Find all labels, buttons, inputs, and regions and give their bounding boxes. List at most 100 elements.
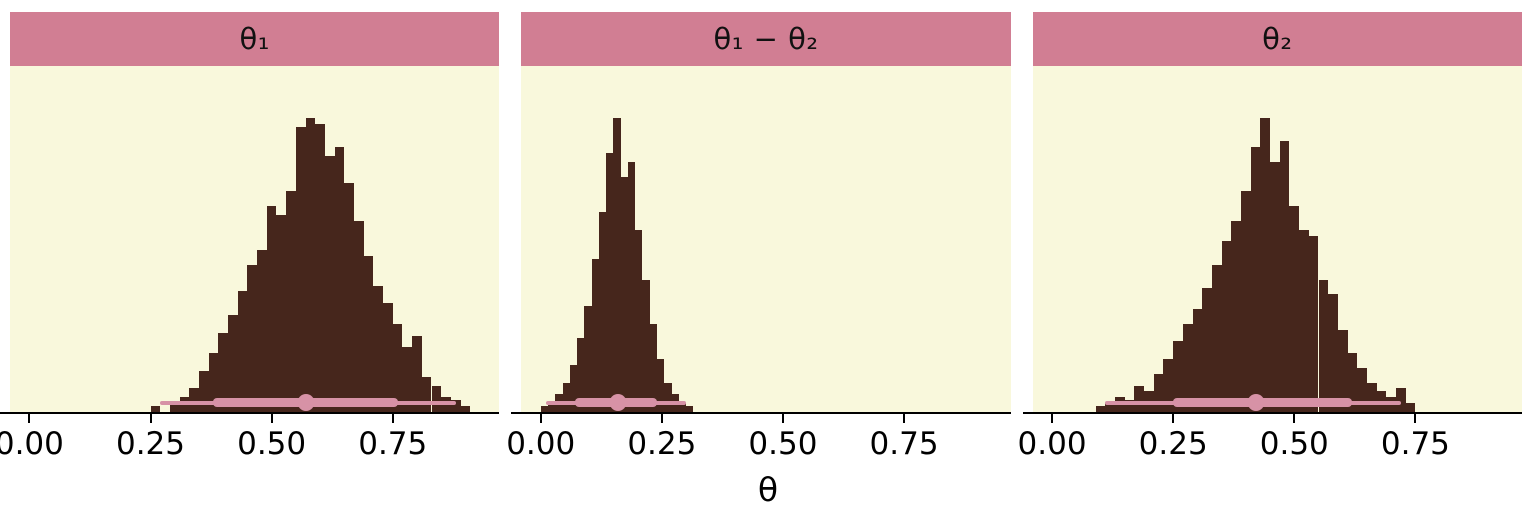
histogram-bar (649, 323, 657, 412)
histogram-bar (562, 382, 570, 412)
histogram-bar (189, 388, 199, 412)
x-tick-label: 0.25 (1138, 426, 1208, 462)
x-tick (781, 414, 784, 423)
median-point (609, 394, 627, 411)
histogram-bar (460, 406, 471, 412)
x-axis-title: θ (757, 470, 779, 509)
x-tick (1414, 414, 1417, 423)
histogram-bar (686, 406, 694, 412)
x-tick (1051, 414, 1054, 423)
histogram-bar (276, 214, 287, 412)
histogram-bar (334, 147, 345, 412)
facet-strip: θ₁ (10, 12, 500, 66)
x-tick (1172, 414, 1175, 423)
x-tick-label: 0.50 (1259, 426, 1329, 462)
histogram-bar (305, 117, 316, 412)
histogram-bar (150, 406, 161, 412)
histogram-bar (1173, 341, 1183, 412)
histogram-bar (383, 303, 393, 412)
histogram-bar (1396, 388, 1406, 412)
x-tick-label: 0.50 (748, 426, 818, 462)
x-axis: 0.00 0.25 0.50 0.75 (506, 414, 1010, 470)
histogram-bar (324, 156, 335, 412)
histogram-bar (344, 182, 354, 412)
histogram-bar (635, 229, 643, 412)
x-axis-line (1022, 412, 1522, 414)
histogram-bar (1134, 385, 1145, 412)
histogram-bar (315, 123, 325, 412)
histogram-bar (577, 338, 585, 412)
histogram-bar (1299, 229, 1309, 412)
x-tick-label: 0.00 (1017, 426, 1087, 462)
x-axis: 0.00 0.25 0.50 0.75 (1018, 414, 1522, 470)
histogram-bar (363, 256, 374, 412)
x-axis-line (0, 412, 500, 414)
histogram-bar (198, 370, 209, 412)
histogram-bar (1270, 162, 1280, 412)
facet-title: θ₁ (239, 22, 270, 56)
histogram-bar (218, 332, 228, 412)
histogram-bar (656, 359, 665, 412)
histogram-bar (1366, 382, 1377, 412)
histogram-bar (421, 376, 432, 412)
histogram-bar (228, 314, 238, 412)
plot-area (10, 66, 500, 412)
histogram-bar (1211, 264, 1222, 412)
histogram-bar (1240, 191, 1251, 412)
histogram-bar (1153, 373, 1164, 412)
x-tick (149, 414, 152, 423)
median-point (1247, 394, 1265, 411)
histogram-bar (613, 117, 621, 412)
histogram-bar (1124, 400, 1135, 412)
x-tick-label: 0.75 (358, 426, 428, 462)
facet-title: θ₁ − θ₂ (713, 22, 819, 56)
x-tick (270, 414, 273, 423)
histogram-bar (1347, 353, 1358, 412)
histogram-bar (584, 306, 592, 412)
histogram-bar (1202, 288, 1212, 412)
histogram-bar (402, 347, 413, 412)
median-point (297, 394, 315, 411)
x-tick (539, 414, 542, 423)
facet-title: θ₂ (1262, 22, 1293, 56)
histogram-bar (1182, 323, 1193, 412)
facet-panel-theta1: θ₁ 0.00 0.25 0.50 0.75 (0, 12, 500, 470)
plot-area (1032, 66, 1522, 412)
facet-strip: θ₁ − θ₂ (521, 12, 1011, 66)
x-axis-line (511, 412, 1011, 414)
histogram-bar (1279, 141, 1290, 412)
histogram-bar (547, 403, 556, 412)
histogram-bar (1405, 403, 1416, 412)
histogram-bar (540, 406, 548, 412)
histogram-bar (627, 162, 636, 412)
histogram-bar (295, 126, 306, 412)
histogram-bar (598, 212, 607, 412)
histogram-bar (606, 153, 614, 412)
histogram-bar (1328, 294, 1338, 412)
x-tick-label: 0.25 (627, 426, 697, 462)
histogram-bar (1105, 403, 1116, 412)
x-tick (903, 414, 906, 423)
x-tick-label: 0.00 (506, 426, 576, 462)
x-axis: 0.00 0.25 0.50 0.75 (0, 414, 499, 470)
facet-strip: θ₂ (1032, 12, 1522, 66)
histogram-bar (1221, 241, 1232, 412)
histogram-bar (620, 176, 628, 412)
histogram-bar (569, 364, 578, 412)
histogram-bar (450, 400, 461, 412)
histogram-bar (208, 353, 219, 412)
x-tick (28, 414, 31, 423)
histogram-bar (286, 191, 296, 412)
histogram-bar (1357, 367, 1367, 412)
x-tick-label: 0.50 (237, 426, 307, 462)
histogram-bar (169, 403, 180, 412)
histogram-bar (1289, 206, 1300, 412)
facet-row: θ₁ 0.00 0.25 0.50 0.75 θ₁ − θ₂ 0.00 0.25 0.50… (0, 12, 1522, 470)
histogram-bar (353, 220, 364, 412)
histogram-bar (642, 279, 650, 412)
histogram-bar (678, 403, 687, 412)
histogram-bar (412, 335, 422, 412)
histogram-bar (237, 291, 248, 412)
facet-panel-theta1-minus-theta2: θ₁ − θ₂ 0.00 0.25 0.50 0.75 (506, 12, 1011, 470)
